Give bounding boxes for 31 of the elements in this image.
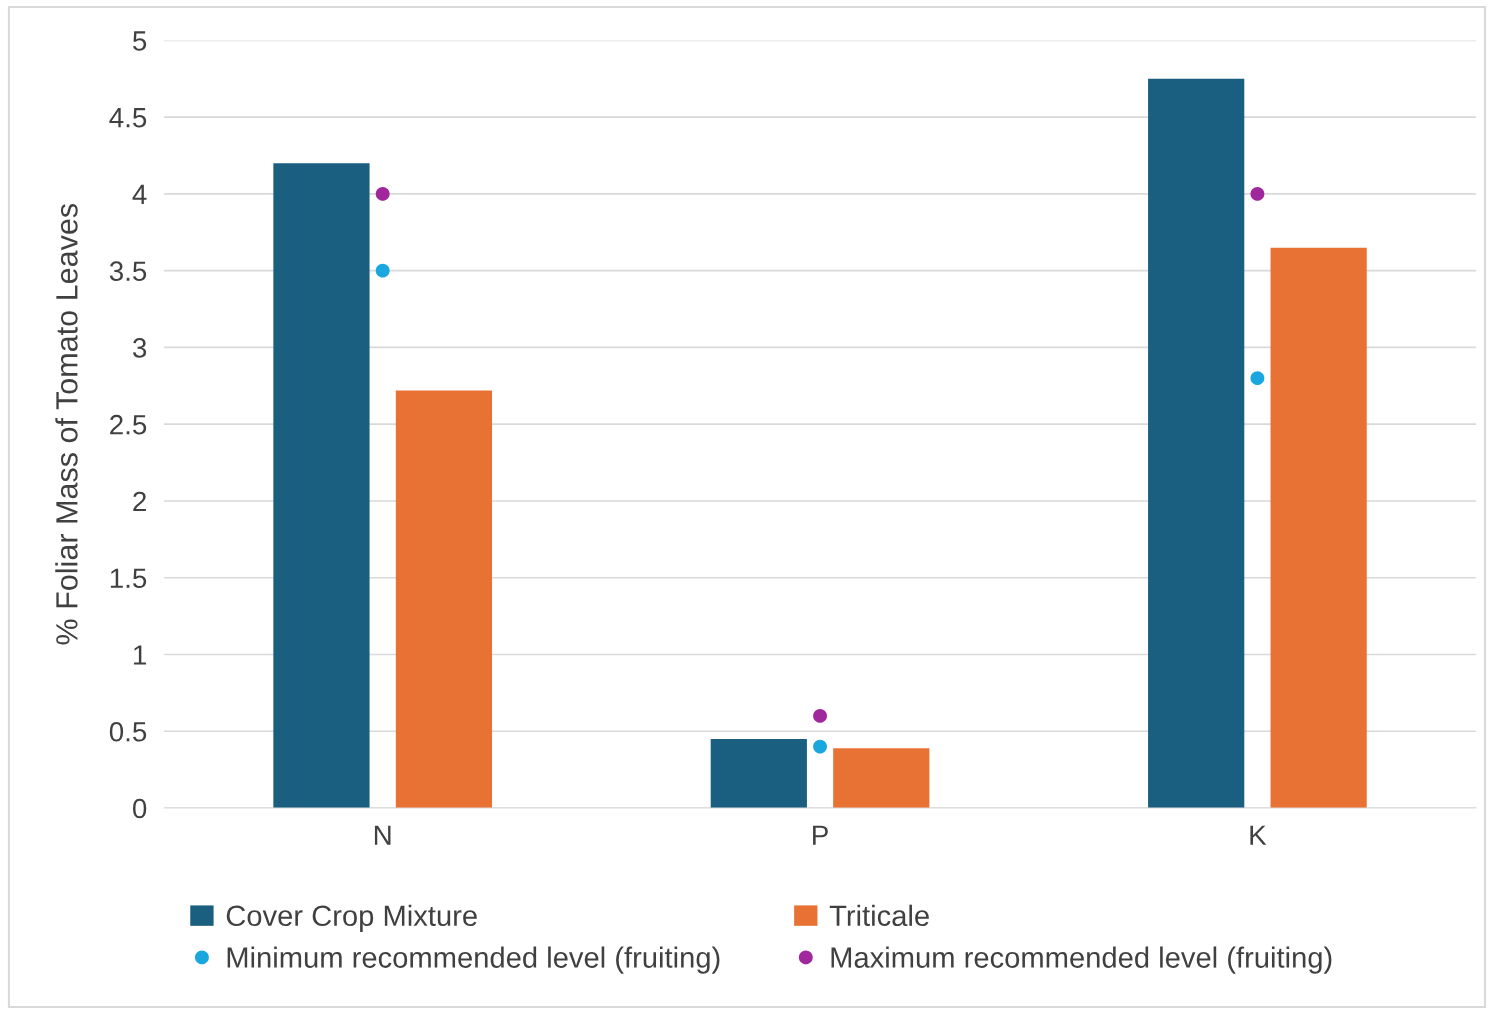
bar bbox=[1148, 78, 1245, 808]
y-tick-label: 2.5 bbox=[110, 414, 147, 435]
bar bbox=[833, 748, 930, 808]
legend-label: Triticale bbox=[829, 904, 929, 927]
bar bbox=[273, 163, 370, 808]
point bbox=[1250, 371, 1265, 386]
x-tick-label: P bbox=[813, 825, 828, 845]
y-tick-label: 2 bbox=[133, 491, 146, 512]
bar bbox=[710, 738, 807, 808]
point bbox=[1250, 186, 1265, 201]
y-tick-label: 4 bbox=[132, 184, 147, 204]
y-tick-label: 4.5 bbox=[109, 108, 147, 128]
y-tick-label: 0.5 bbox=[109, 721, 147, 742]
legend-label: Maximum recommended level (fruiting) bbox=[831, 946, 1332, 974]
point bbox=[375, 263, 390, 278]
x-tick-label: K bbox=[1250, 825, 1267, 845]
y-tick-label: 5 bbox=[133, 31, 147, 51]
bar bbox=[395, 390, 493, 808]
legend-label: Minimum recommended level (fruiting) bbox=[227, 946, 720, 974]
x-tick-label: N bbox=[374, 825, 391, 845]
point bbox=[813, 739, 827, 754]
y-tick-label: 0 bbox=[132, 798, 147, 819]
y-tick-label: 1.5 bbox=[110, 568, 147, 589]
y-tick-label: 1 bbox=[134, 645, 146, 665]
y-axis-title: % Foliar Mass of Tomato Leaves bbox=[55, 203, 78, 645]
point bbox=[375, 186, 390, 201]
y-tick-label: 3 bbox=[132, 338, 147, 358]
legend-label: Cover Crop Mixture bbox=[226, 904, 477, 932]
point bbox=[813, 708, 827, 723]
y-tick-label: 3.5 bbox=[109, 261, 147, 282]
bar bbox=[1270, 247, 1367, 808]
